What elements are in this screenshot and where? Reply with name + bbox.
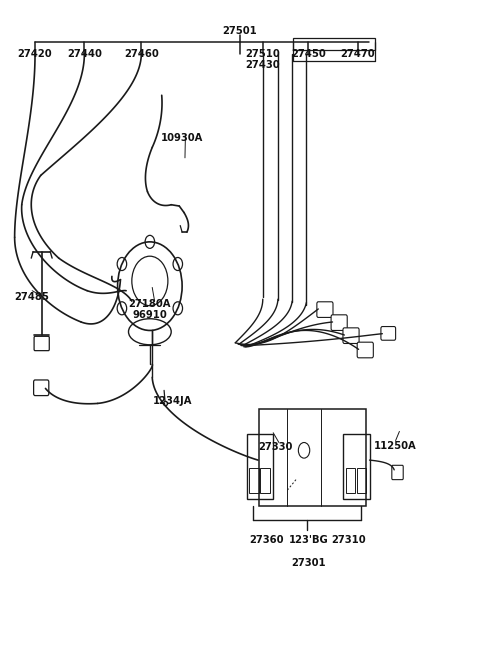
Text: 11250A: 11250A	[374, 441, 417, 451]
Text: 27440: 27440	[67, 49, 102, 58]
FancyBboxPatch shape	[392, 465, 403, 480]
FancyBboxPatch shape	[331, 315, 347, 330]
Text: 27470: 27470	[340, 49, 375, 58]
FancyBboxPatch shape	[357, 342, 373, 358]
Text: 27330: 27330	[258, 442, 293, 452]
Bar	[259, 409, 366, 506]
Text: 27310: 27310	[331, 535, 365, 545]
Text: 27501: 27501	[223, 26, 257, 35]
Text: 96910: 96910	[132, 310, 167, 320]
Text: 27301: 27301	[291, 558, 326, 568]
Bar	[261, 468, 270, 493]
Text: 27180A: 27180A	[129, 299, 171, 309]
Text: 27420: 27420	[18, 49, 52, 58]
Text: 123'BG: 123'BG	[289, 535, 329, 545]
Text: 10930A: 10930A	[161, 133, 204, 143]
FancyBboxPatch shape	[34, 336, 49, 351]
Text: 27430: 27430	[245, 60, 280, 70]
Bar	[250, 468, 259, 493]
Text: 27510: 27510	[245, 49, 280, 58]
Bar	[293, 38, 375, 50]
Text: 27460: 27460	[124, 49, 159, 58]
Bar	[343, 434, 370, 499]
Text: 27485: 27485	[14, 292, 48, 302]
FancyBboxPatch shape	[343, 328, 359, 344]
FancyBboxPatch shape	[381, 327, 396, 340]
Bar	[346, 468, 355, 493]
FancyBboxPatch shape	[34, 380, 49, 396]
Text: 27360: 27360	[249, 535, 283, 545]
FancyBboxPatch shape	[317, 302, 333, 317]
Bar	[357, 468, 366, 493]
Text: 27450: 27450	[291, 49, 326, 58]
Text: 1234JA: 1234JA	[153, 396, 192, 407]
Bar	[247, 434, 273, 499]
